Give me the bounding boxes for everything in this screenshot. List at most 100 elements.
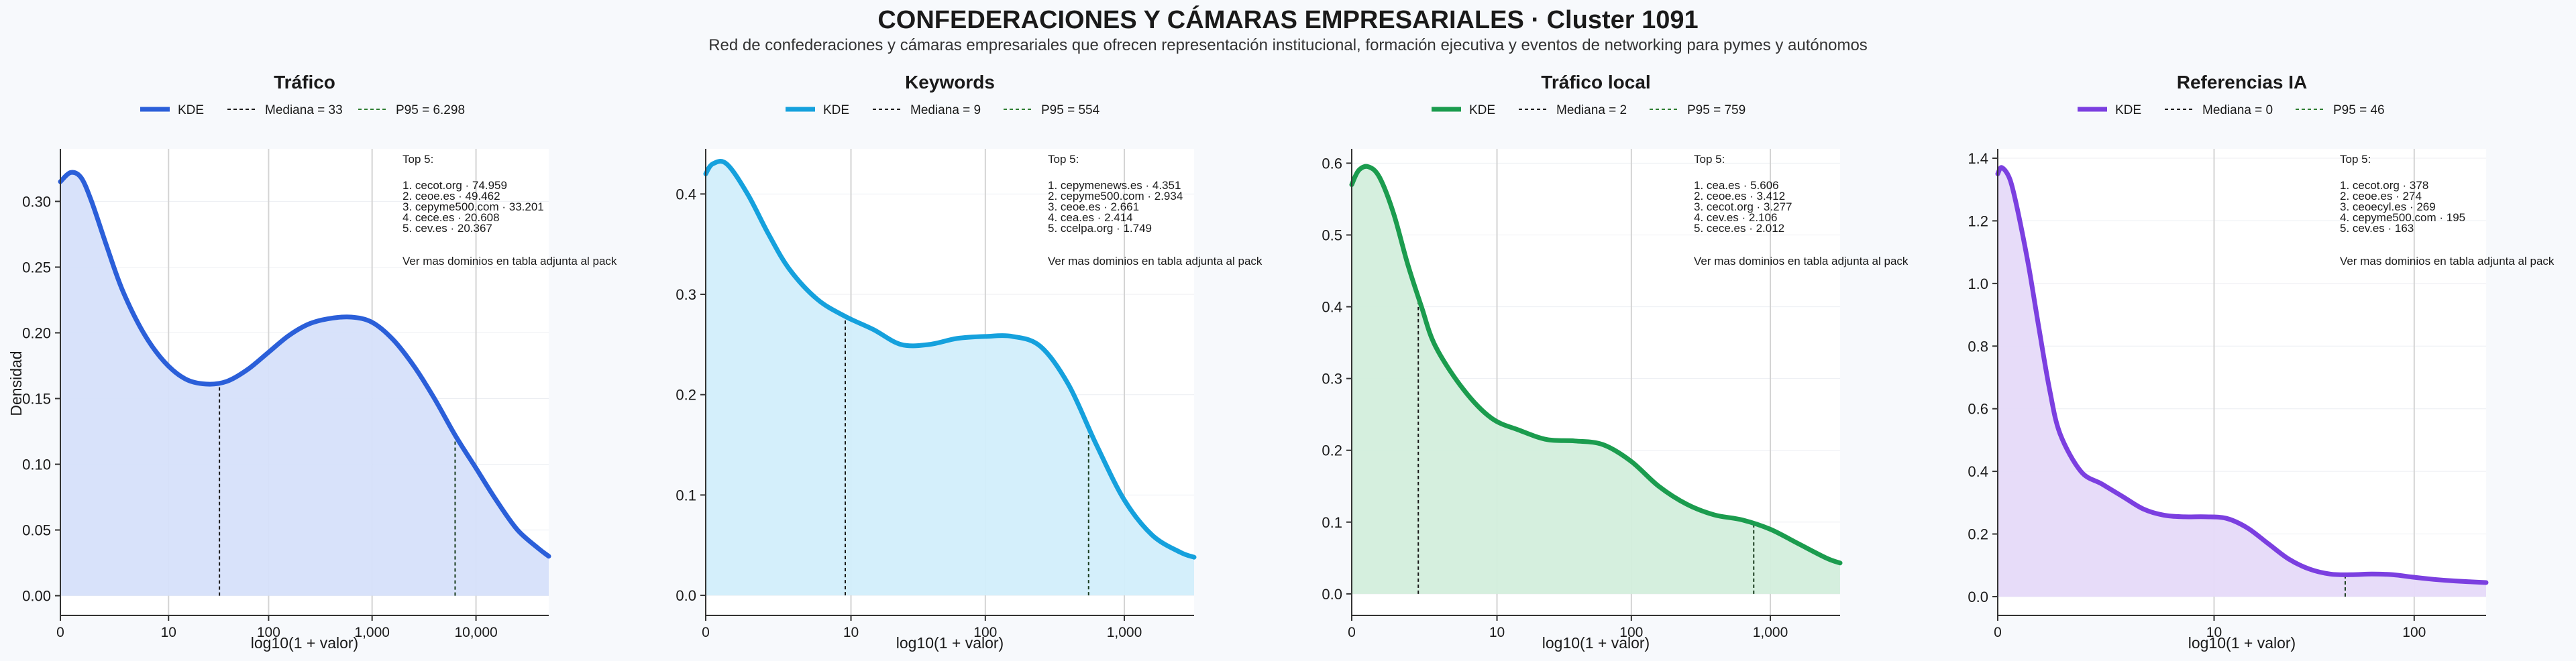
legend-median-label: Mediana = 9 (910, 103, 981, 117)
x-tick-label: 10,000 (454, 625, 497, 640)
legend-kde-label: KDE (1469, 103, 1495, 117)
x-axis-label: log10(1 + valor) (1542, 634, 1650, 652)
legend-kde-label: KDE (2115, 103, 2141, 117)
kde-line (1349, 164, 1843, 566)
y-tick-label: 0.1 (1322, 514, 1342, 531)
top5-title: Top 5: (1048, 153, 1079, 166)
y-axis-label: Densidad (7, 351, 25, 416)
y-tick-label: 0.10 (22, 457, 51, 473)
y-tick-label: 0.0 (676, 587, 696, 604)
y-tick-label: 0.1 (676, 487, 696, 503)
y-tick-label: 0.0 (1968, 589, 1988, 605)
y-tick-label: 0.6 (1968, 401, 1988, 418)
top5-item: 3. cecot.org · 3.277 (1694, 200, 1792, 213)
top5-item: 1. cea.es · 5.606 (1694, 179, 1779, 192)
x-tick-label: 1,000 (354, 625, 390, 640)
top5-item: 4. cev.es · 2.106 (1694, 211, 1777, 224)
kde-area (1352, 166, 1840, 594)
top5-item: 3. cepyme500.com · 33.201 (402, 200, 544, 213)
kde-area (1998, 167, 2486, 597)
top5-item: 2. ceoe.es · 49.462 (402, 190, 500, 202)
top5-item: 1. cecot.org · 378 (2340, 179, 2428, 192)
y-tick-label: 0.5 (1322, 227, 1342, 243)
top5-item: 2. ceoe.es · 274 (2340, 190, 2422, 202)
top5-note: Ver mas dominios en tabla adjunta al pac… (402, 255, 617, 267)
y-tick-label: 0.00 (22, 588, 51, 605)
chart-legend: KDE Mediana = 33 P95 = 6.298 (140, 103, 465, 117)
kde-line (703, 159, 1197, 560)
chart-legend: KDE Mediana = 9 P95 = 554 (786, 103, 1100, 117)
x-axis-label: log10(1 + valor) (2188, 634, 2296, 652)
top5-note: Ver mas dominios en tabla adjunta al pac… (2340, 255, 2555, 267)
x-tick-label: 100 (257, 625, 280, 640)
x-tick-label: 100 (973, 625, 997, 640)
x-tick-label: 100 (2402, 625, 2426, 640)
chart-panel: Tráfico KDE Mediana = 33 P95 = 6.298 0.00 0.0… (7, 72, 617, 652)
y-tick-label: 1.0 (1968, 276, 1988, 292)
legend-p95-label: P95 = 46 (2333, 103, 2385, 117)
legend-median-label: Mediana = 33 (265, 103, 343, 117)
chart-panel: Referencias IA KDE Mediana = 0 P95 = 46 0.0 0… (1968, 72, 2555, 652)
legend-kde-label: KDE (823, 103, 849, 117)
legend-median-label: Mediana = 0 (2202, 103, 2273, 117)
x-tick-label: 0 (1348, 625, 1356, 640)
legend-kde-label: KDE (178, 103, 204, 117)
top5-item: 3. ceoecyl.es · 269 (2340, 200, 2436, 213)
x-tick-label: 10 (161, 625, 176, 640)
kde-area (706, 161, 1194, 596)
x-tick-label: 100 (1619, 625, 1643, 640)
y-tick-label: 0.30 (22, 193, 51, 210)
chart-panel: Tráfico local KDE Mediana = 2 P95 = 759 0.0 0… (1322, 72, 1909, 652)
y-tick-label: 0.25 (22, 259, 51, 276)
top5-item: 4. cepyme500.com · 195 (2340, 211, 2465, 224)
chart-title: Tráfico local (1541, 72, 1650, 93)
figure-subtitle: Red de confederaciones y cámaras empresa… (708, 36, 1868, 54)
top5-item: 2. cepyme500.com · 2.934 (1048, 190, 1183, 202)
top5-title: Top 5: (1694, 153, 1725, 166)
top5-item: 4. cece.es · 20.608 (402, 211, 500, 224)
y-tick-label: 0.05 (22, 522, 51, 539)
chart-title: Tráfico (274, 72, 335, 93)
top5-item: 1. cepymenews.es · 4.351 (1048, 179, 1181, 192)
chart-title: Referencias IA (2177, 72, 2308, 93)
top5-item: 1. cecot.org · 74.959 (402, 179, 507, 192)
x-tick-label: 10 (2206, 625, 2222, 640)
x-tick-label: 0 (1994, 625, 2002, 640)
legend-p95-label: P95 = 759 (1687, 103, 1746, 117)
x-tick-label: 10 (1489, 625, 1505, 640)
top5-title: Top 5: (2340, 153, 2371, 166)
chart-panel: Keywords KDE Mediana = 9 P95 = 554 0.0 0.1 0.2… (676, 72, 1263, 652)
figure-title: CONFEDERACIONES Y CÁMARAS EMPRESARIALES … (877, 5, 1698, 34)
chart-legend: KDE Mediana = 0 P95 = 46 (2078, 103, 2385, 117)
top5-item: 4. cea.es · 2.414 (1048, 211, 1133, 224)
y-tick-label: 0.15 (22, 391, 51, 408)
x-axis-label: log10(1 + valor) (896, 634, 1004, 652)
top5-item: 2. ceoe.es · 3.412 (1694, 190, 1785, 202)
kde-line (58, 170, 551, 559)
y-tick-label: 1.2 (1968, 213, 1988, 229)
kde-area (60, 172, 549, 596)
x-tick-label: 1,000 (1753, 625, 1788, 640)
y-tick-label: 0.8 (1968, 338, 1988, 355)
top5-item: 5. cev.es · 163 (2340, 222, 2414, 235)
x-tick-label: 1,000 (1107, 625, 1142, 640)
chart-title: Keywords (905, 72, 995, 93)
x-tick-label: 0 (702, 625, 710, 640)
top5-item: 5. cece.es · 2.012 (1694, 222, 1784, 235)
legend-p95-label: P95 = 554 (1041, 103, 1100, 117)
top5-note: Ver mas dominios en tabla adjunta al pac… (1048, 255, 1263, 267)
y-tick-label: 0.4 (1322, 299, 1342, 316)
y-tick-label: 0.2 (1968, 526, 1988, 543)
y-tick-label: 0.6 (1322, 155, 1342, 172)
y-tick-label: 0.2 (676, 387, 696, 404)
y-tick-label: 0.2 (1322, 442, 1342, 459)
y-tick-label: 0.0 (1322, 586, 1342, 603)
legend-median-label: Mediana = 2 (1556, 103, 1627, 117)
legend-p95-label: P95 = 6.298 (396, 103, 465, 117)
y-tick-label: 0.3 (676, 286, 696, 303)
top5-item: 3. ceoe.es · 2.661 (1048, 200, 1139, 213)
